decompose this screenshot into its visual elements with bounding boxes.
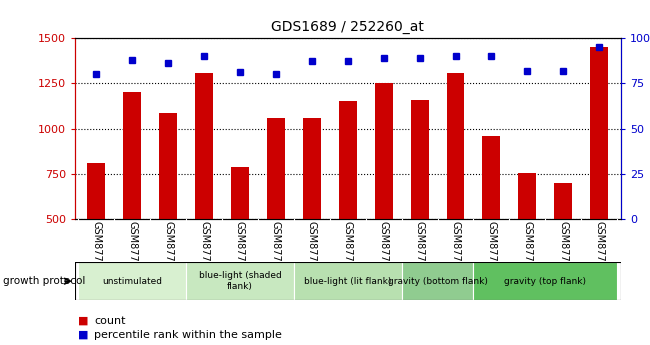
Bar xyxy=(590,47,608,219)
Bar xyxy=(124,92,141,219)
Text: gravity (top flank): gravity (top flank) xyxy=(504,277,586,286)
Text: percentile rank within the sample: percentile rank within the sample xyxy=(94,330,282,339)
Bar xyxy=(402,262,473,300)
Text: gravity (bottom flank): gravity (bottom flank) xyxy=(387,277,488,286)
Text: GSM87742: GSM87742 xyxy=(415,221,424,274)
Bar xyxy=(267,118,285,219)
Bar xyxy=(186,262,294,300)
Bar xyxy=(519,173,536,219)
Bar xyxy=(339,101,357,219)
Bar xyxy=(374,83,393,219)
Text: blue-light (lit flank): blue-light (lit flank) xyxy=(304,277,391,286)
Text: GSM87738: GSM87738 xyxy=(271,221,281,274)
Text: GSM87745: GSM87745 xyxy=(523,221,532,274)
Text: GSM87746: GSM87746 xyxy=(558,221,568,274)
Bar xyxy=(554,183,572,219)
Text: count: count xyxy=(94,316,125,326)
Bar xyxy=(303,118,321,219)
Bar xyxy=(195,73,213,219)
Text: GSM87740: GSM87740 xyxy=(343,221,353,274)
Text: GSM87736: GSM87736 xyxy=(199,221,209,274)
Text: GSM87748: GSM87748 xyxy=(91,221,101,274)
Bar xyxy=(482,136,500,219)
Bar xyxy=(231,167,249,219)
Bar xyxy=(87,163,105,219)
Bar xyxy=(159,113,177,219)
Bar xyxy=(79,262,186,300)
Bar xyxy=(473,262,617,300)
Text: GSM87744: GSM87744 xyxy=(486,221,497,274)
Bar xyxy=(294,262,402,300)
Bar xyxy=(447,73,465,219)
Text: GSM87749: GSM87749 xyxy=(127,221,137,274)
Text: GSM87747: GSM87747 xyxy=(594,221,604,274)
Text: unstimulated: unstimulated xyxy=(102,277,162,286)
Title: GDS1689 / 252260_at: GDS1689 / 252260_at xyxy=(271,20,424,34)
Text: ■: ■ xyxy=(78,330,88,339)
Text: GSM87750: GSM87750 xyxy=(163,221,173,274)
Text: GSM87739: GSM87739 xyxy=(307,221,317,274)
Bar xyxy=(411,99,428,219)
Text: GSM87743: GSM87743 xyxy=(450,221,460,274)
Text: growth protocol: growth protocol xyxy=(3,276,86,286)
Text: blue-light (shaded
flank): blue-light (shaded flank) xyxy=(199,272,281,291)
Text: ■: ■ xyxy=(78,316,88,326)
Text: GSM87741: GSM87741 xyxy=(379,221,389,274)
Text: GSM87737: GSM87737 xyxy=(235,221,245,274)
